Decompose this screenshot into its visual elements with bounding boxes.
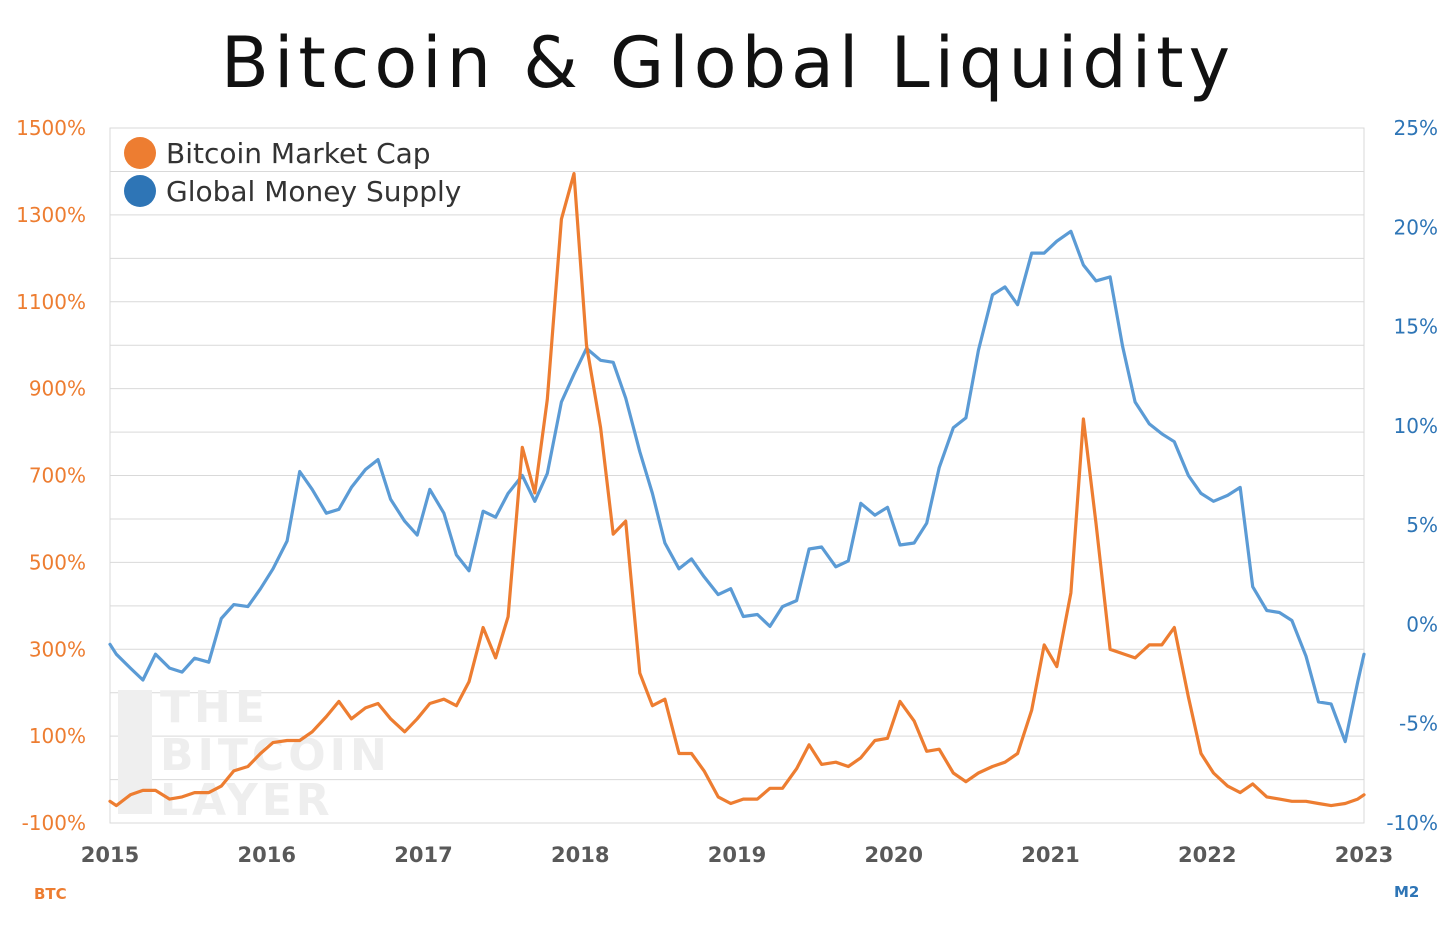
left-tick-label: 1100% [16, 290, 86, 314]
x-tick-label: 2018 [551, 843, 609, 867]
x-tick-label: 2017 [394, 843, 452, 867]
left-tick-label: 1500% [16, 116, 86, 140]
right-tick-label: 5% [1406, 513, 1438, 537]
x-tick-label: 2015 [81, 843, 139, 867]
x-tick-label: 2019 [708, 843, 766, 867]
right-axis-caption: M2 [1394, 883, 1419, 901]
right-axis-ticks: 25% 20% 15% 10% 5% 0% -5% -10% [1386, 116, 1438, 835]
left-tick-label: 500% [29, 550, 86, 574]
right-tick-label: -10% [1386, 811, 1438, 835]
left-tick-label: 300% [29, 637, 86, 661]
left-tick-label: 1300% [16, 203, 86, 227]
series-line-global-money-supply [108, 229, 1366, 744]
left-tick-label: 700% [29, 464, 86, 488]
watermark-line-2: BITCOIN [160, 730, 391, 781]
right-tick-label: 15% [1394, 315, 1438, 339]
legend-label-btc: Bitcoin Market Cap [166, 137, 431, 170]
right-tick-label: 25% [1394, 116, 1438, 140]
left-tick-label: -100% [22, 811, 86, 835]
watermark: THE BITCOIN LAYER [118, 682, 391, 826]
series-line-bitcoin-market-cap [108, 172, 1366, 808]
left-tick-label: 900% [29, 377, 86, 401]
series-layer [108, 172, 1366, 808]
watermark-line-1: THE [160, 682, 269, 733]
x-axis-ticks: 2015 2016 2017 2018 2019 2020 2021 2022 2023 [81, 843, 1393, 867]
legend: Bitcoin Market Cap Global Money Supply [124, 137, 461, 208]
legend-marker-btc [124, 137, 156, 169]
x-tick-label: 2021 [1021, 843, 1079, 867]
chart-title: Bitcoin & Global Liquidity [220, 22, 1236, 104]
right-tick-label: 20% [1394, 215, 1438, 239]
watermark-line-3: LAYER [160, 775, 334, 826]
legend-label-m2: Global Money Supply [166, 175, 461, 208]
left-tick-label: 100% [29, 724, 86, 748]
left-axis-ticks: 1500% 1300% 1100% 900% 700% 500% 300% 100% -100% [16, 116, 86, 835]
watermark-bar [118, 690, 152, 814]
x-tick-label: 2016 [238, 843, 296, 867]
right-tick-label: -5% [1399, 712, 1438, 736]
x-tick-label: 2020 [865, 843, 923, 867]
legend-marker-m2 [124, 175, 156, 207]
gridlines [109, 127, 1365, 824]
x-tick-label: 2023 [1335, 843, 1393, 867]
x-tick-label: 2022 [1178, 843, 1236, 867]
left-axis-caption: BTC [34, 885, 67, 903]
right-tick-label: 10% [1394, 414, 1438, 438]
right-tick-label: 0% [1406, 612, 1438, 636]
